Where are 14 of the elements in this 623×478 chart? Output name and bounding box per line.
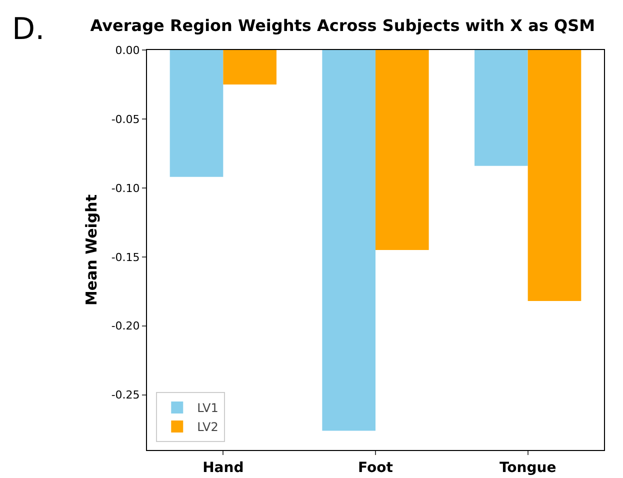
legend-label: LV1 [197,401,218,416]
y-tick-label: -0.10 [111,182,140,195]
y-tick-label: 0.00 [115,44,140,57]
y-tick-label: -0.20 [111,320,140,333]
y-tick-label: -0.25 [111,388,140,402]
chart-title: Average Region Weights Across Subjects with X as QSM [90,16,596,36]
text: D. [12,12,45,47]
y-axis-title: Mean Weight [82,194,101,306]
y-tick-label: -0.15 [111,250,140,264]
x-tick-label: Foot [358,460,394,476]
legend-label: LV2 [197,420,218,434]
y-tick-label: -0.05 [111,112,140,126]
x-tick-label: Tongue [499,460,556,476]
x-tick-label: Hand [202,460,244,476]
